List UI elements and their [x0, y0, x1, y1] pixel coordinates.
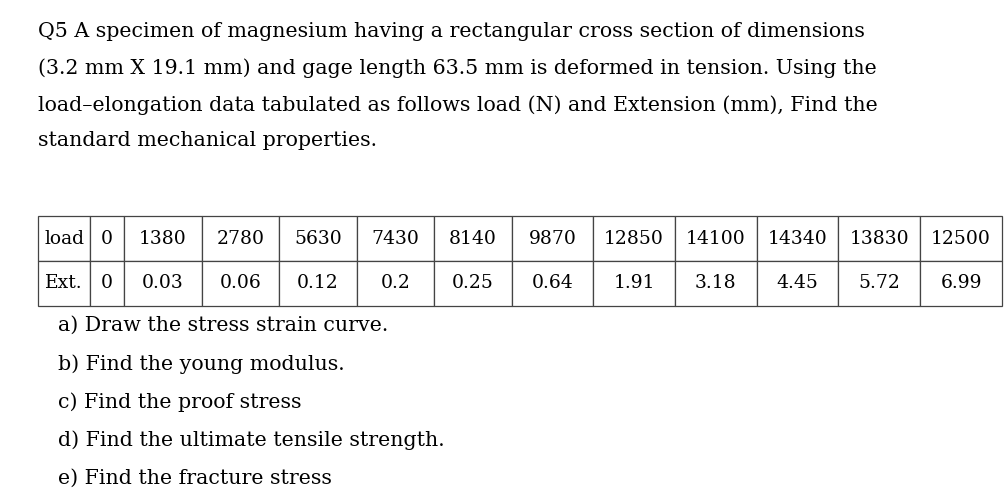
Bar — [357, 216, 434, 261]
Text: 12500: 12500 — [931, 230, 991, 248]
Text: 7430: 7430 — [371, 230, 419, 248]
Bar — [920, 216, 1002, 261]
Bar — [434, 216, 511, 261]
Bar — [757, 216, 839, 261]
Bar — [202, 216, 279, 261]
Text: 5630: 5630 — [294, 230, 342, 248]
Text: e) Find the fracture stress: e) Find the fracture stress — [58, 469, 333, 488]
Bar — [124, 216, 202, 261]
Text: 12850: 12850 — [604, 230, 664, 248]
Bar — [434, 261, 511, 306]
Text: 13830: 13830 — [850, 230, 909, 248]
Text: (3.2 mm X 19.1 mm) and gage length 63.5 mm is deformed in tension. Using the: (3.2 mm X 19.1 mm) and gage length 63.5 … — [38, 59, 877, 79]
Text: 3.18: 3.18 — [696, 274, 737, 292]
Text: 1.91: 1.91 — [614, 274, 655, 292]
Bar — [90, 216, 124, 261]
Text: 9870: 9870 — [528, 230, 577, 248]
Text: a) Draw the stress strain curve.: a) Draw the stress strain curve. — [58, 316, 389, 334]
Text: 0.64: 0.64 — [531, 274, 574, 292]
Text: 1380: 1380 — [139, 230, 186, 248]
Bar — [757, 261, 839, 306]
Bar — [38, 261, 90, 306]
Text: 8140: 8140 — [449, 230, 497, 248]
Text: 0.25: 0.25 — [452, 274, 494, 292]
Bar — [675, 261, 757, 306]
Bar — [839, 261, 920, 306]
Text: 0.2: 0.2 — [380, 274, 410, 292]
Bar — [357, 261, 434, 306]
Text: 5.72: 5.72 — [859, 274, 900, 292]
Text: 0.12: 0.12 — [297, 274, 339, 292]
Bar — [511, 216, 594, 261]
Text: load: load — [44, 230, 84, 248]
Text: Ext.: Ext. — [45, 274, 83, 292]
Bar — [920, 261, 1002, 306]
Text: 0: 0 — [101, 274, 113, 292]
Text: 2780: 2780 — [217, 230, 264, 248]
Text: Q5 A specimen of magnesium having a rectangular cross section of dimensions: Q5 A specimen of magnesium having a rect… — [38, 22, 865, 41]
Text: b) Find the young modulus.: b) Find the young modulus. — [58, 354, 345, 374]
Bar — [202, 261, 279, 306]
Bar — [675, 216, 757, 261]
Text: c) Find the proof stress: c) Find the proof stress — [58, 392, 302, 412]
Bar — [38, 216, 90, 261]
Text: d) Find the ultimate tensile strength.: d) Find the ultimate tensile strength. — [58, 430, 446, 450]
Bar — [279, 216, 357, 261]
Text: 14340: 14340 — [768, 230, 828, 248]
Text: load–elongation data tabulated as follows load (N) and Extension (mm), Find the: load–elongation data tabulated as follow… — [38, 95, 878, 115]
Bar — [594, 261, 675, 306]
Bar — [594, 216, 675, 261]
Text: 14100: 14100 — [686, 230, 746, 248]
Bar — [124, 261, 202, 306]
Text: standard mechanical properties.: standard mechanical properties. — [38, 131, 377, 150]
Text: 0.06: 0.06 — [220, 274, 261, 292]
Text: 4.45: 4.45 — [777, 274, 818, 292]
Text: 0.03: 0.03 — [142, 274, 183, 292]
Bar — [279, 261, 357, 306]
Bar — [839, 216, 920, 261]
Text: 6.99: 6.99 — [940, 274, 982, 292]
Bar — [511, 261, 594, 306]
Bar — [90, 261, 124, 306]
Text: 0: 0 — [101, 230, 113, 248]
